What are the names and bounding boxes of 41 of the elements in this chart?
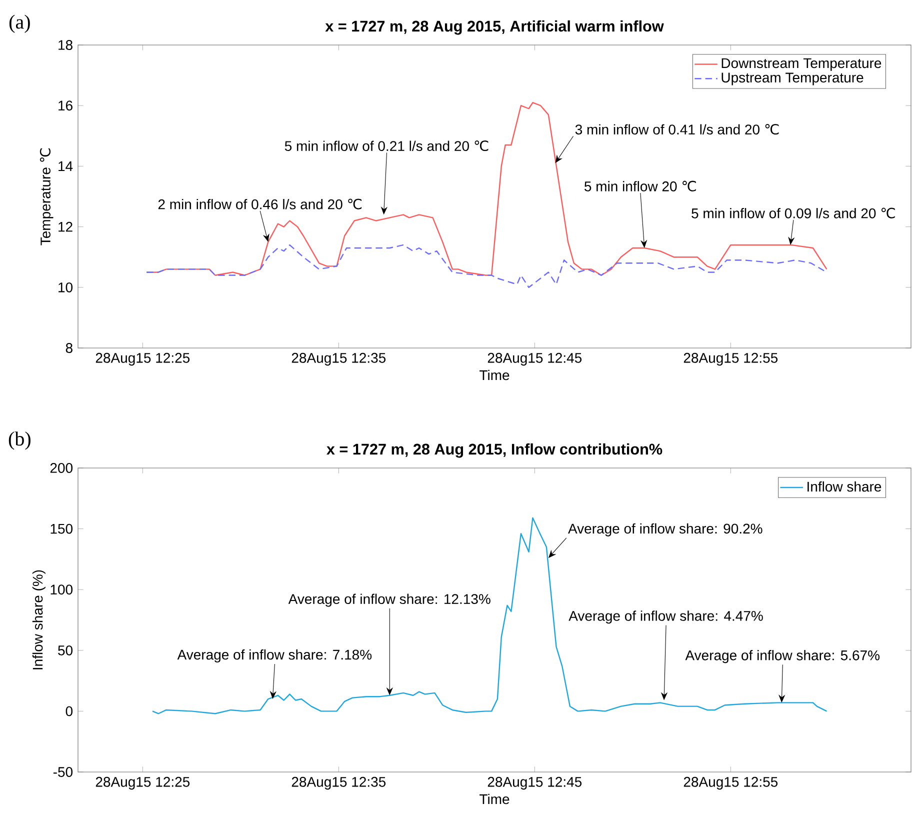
y-tick-label: 50 <box>58 645 73 656</box>
y-tick-label: 18 <box>58 40 72 50</box>
annotation: 3 min inflow of 0.41 l/s and 20 ℃ <box>575 124 779 135</box>
x-tick-label: 28Aug15 12:25 <box>96 352 190 366</box>
annotation: 5 min inflow 20 ℃ <box>584 180 696 192</box>
y-tick-label: 0 <box>66 706 73 716</box>
chart-title: x = 1727 m, 28 Aug 2015, Inflow contribution% <box>326 443 662 458</box>
y-tick-label: 8 <box>66 343 72 353</box>
x-tick-label: 28Aug15 12:45 <box>488 352 582 366</box>
x-tick-label: 28Aug15 12:25 <box>96 776 190 790</box>
annotation: Average of inflow share: 7.18% <box>177 649 372 662</box>
y-tick-label: 16 <box>58 100 72 111</box>
y-axis-title: Inflow share (%) <box>32 570 46 670</box>
x-tick-label: 28Aug15 12:55 <box>684 352 778 366</box>
annotation: 2 min inflow of 0.46 l/s and 20 ℃ <box>158 198 362 210</box>
x-tick-label: 28Aug15 12:55 <box>684 776 778 790</box>
legend-label: Upstream Temperature <box>722 72 864 86</box>
text: (b) <box>8 432 30 450</box>
y-axis-title: Temperature ℃ <box>40 148 54 246</box>
x-axis-title: Time <box>480 794 510 804</box>
y-tick-label: 12 <box>58 222 72 232</box>
annotation: Average of inflow share: 4.47% <box>568 610 763 624</box>
text: (a) <box>9 14 30 33</box>
x-tick-label: 28Aug15 12:35 <box>292 352 386 366</box>
annotation: 5 min inflow of 0.09 l/s and 20 ℃ <box>692 208 895 218</box>
y-tick-label: 150 <box>50 524 73 534</box>
y-tick-label: 14 <box>58 161 73 172</box>
chart-title: x = 1727 m, 28 Aug 2015, Artificial warm inflow <box>325 20 664 35</box>
annotation: Average of inflow share: 12.13% <box>288 594 490 607</box>
x-tick-label: 28Aug15 12:35 <box>292 776 386 790</box>
y-tick-label: 10 <box>58 282 73 292</box>
legend-label: Downstream Temperature <box>722 58 882 71</box>
legend-label: Inflow share <box>808 481 882 492</box>
x-axis-title: Time <box>480 370 510 380</box>
annotation: Average of inflow share: 90.2% <box>568 523 762 536</box>
y-tick-label: 100 <box>50 584 73 595</box>
y-tick-label: -50 <box>53 767 73 777</box>
annotation: 5 min inflow of 0.21 l/s and 20 ℃ <box>284 140 488 152</box>
x-tick-label: 28Aug15 12:45 <box>488 776 582 790</box>
y-tick-label: 200 <box>50 463 73 473</box>
annotation: Average of inflow share: 5.67% <box>685 650 880 664</box>
